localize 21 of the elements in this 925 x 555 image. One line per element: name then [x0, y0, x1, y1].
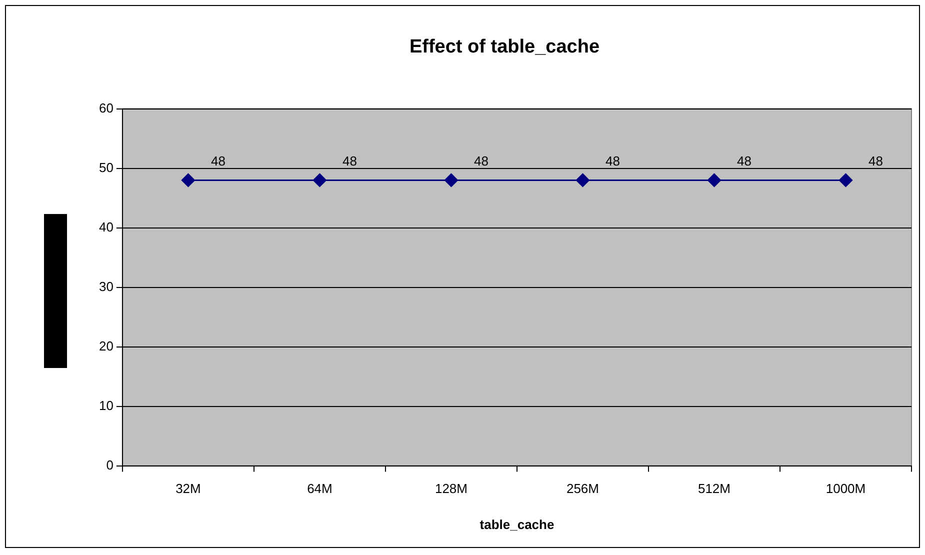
y-tick-label: 0	[106, 457, 114, 472]
x-tick-label: 32M	[176, 481, 201, 496]
data-label: 48	[474, 153, 488, 168]
y-tick-label: 30	[98, 278, 114, 294]
data-label: 48	[342, 153, 357, 168]
x-tick-label: 64M	[307, 481, 332, 496]
x-tick-label: 512M	[698, 481, 731, 496]
y-tick-label: 10	[98, 398, 114, 413]
data-label: 48	[868, 153, 883, 168]
data-label: 48	[737, 153, 752, 168]
x-axis-title: table_cache	[480, 516, 554, 532]
y-tick-label: 50	[98, 160, 114, 175]
data-label: 48	[210, 153, 226, 168]
x-tick-label: 256M	[566, 481, 599, 496]
y-tick-label: 60	[98, 100, 114, 116]
y-tick-label: 40	[98, 219, 114, 234]
data-label: 48	[606, 153, 620, 168]
y-tick-label: 20	[98, 338, 114, 354]
x-tick-label: 1000M	[826, 481, 866, 496]
chart-title: Effect of table_cache	[409, 36, 600, 58]
x-tick-label: 128M	[434, 481, 468, 496]
